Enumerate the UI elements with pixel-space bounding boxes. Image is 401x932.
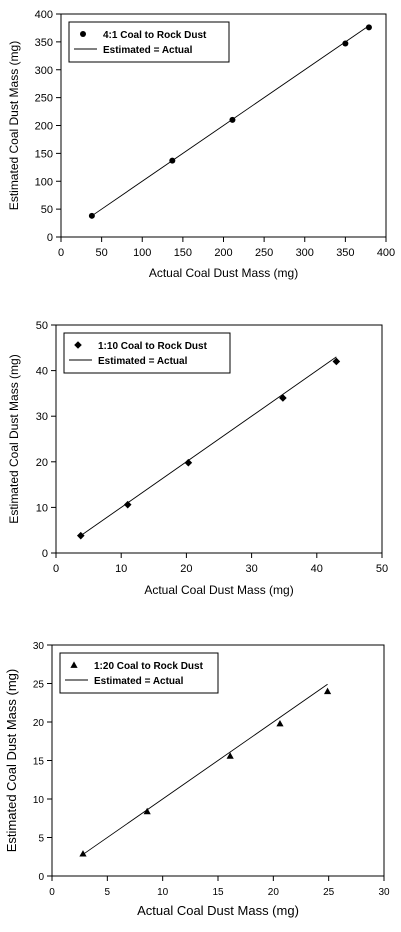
legend-box [63, 332, 231, 374]
x-tick-label: 150 [174, 247, 192, 259]
legend-marker-symbol [74, 341, 82, 349]
data-point [79, 850, 87, 857]
x-tick-label: 20 [180, 563, 192, 575]
y-tick-label: 0 [42, 548, 48, 560]
y-tick-label: 0 [38, 872, 44, 883]
data-point [123, 500, 132, 509]
y-tick-label: 30 [36, 411, 48, 423]
y-tick-label: 300 [35, 65, 53, 77]
y-tick-label: 40 [36, 366, 48, 378]
plot-area-frame [55, 324, 383, 554]
x-tick-label: 30 [245, 563, 257, 575]
legend-entry-label: 1:20 Coal to Rock Dust [94, 661, 204, 672]
x-tick-label: 20 [268, 887, 280, 898]
x-tick-label: 100 [133, 247, 151, 259]
y-tick-label: 20 [33, 718, 45, 729]
x-axis-label: Actual Coal Dust Mass (mg) [137, 903, 299, 918]
data-point [226, 752, 234, 759]
y-tick-label: 30 [33, 641, 45, 652]
x-tick-label: 40 [311, 563, 323, 575]
x-tick-label: 10 [115, 563, 127, 575]
chart-3: 0 5 10 15 20 25 30 0 5 10 15 20 25 30 Actual Coal Dust… [4, 641, 390, 918]
legend-entry-label: Estimated = Actual [103, 45, 193, 56]
x-tick-label: 15 [212, 887, 224, 898]
y-tick-label: 250 [35, 93, 53, 105]
data-point [323, 687, 332, 695]
y-tick-label: 15 [33, 757, 45, 768]
x-tick-label: 0 [58, 247, 64, 259]
data-point [332, 357, 341, 366]
chart-1: 0 50 100 150 200 250 300 350 400 0 50 100 150 200 250 3… [7, 9, 395, 280]
x-tick-label: 400 [377, 247, 395, 259]
y-axis-label: Estimated Coal Dust Mass (mg) [4, 669, 19, 853]
x-axis-label: Actual Coal Dust Mass (mg) [144, 583, 293, 597]
legend-entry-label: 1:10 Coal to Rock Dust [98, 341, 208, 352]
x-tick-label: 10 [157, 887, 169, 898]
y-tick-label: 150 [35, 148, 53, 160]
legend-entry-label: Estimated = Actual [98, 356, 188, 367]
x-tick-label: 30 [378, 887, 390, 898]
legend-box [68, 21, 230, 63]
chart-2: 0 10 20 30 40 50 0 10 20 30 40 50 Actual Coal Dust M… [7, 320, 388, 597]
x-tick-label: 25 [323, 887, 335, 898]
x-tick-label: 0 [53, 563, 59, 575]
y-tick-label: 25 [33, 680, 45, 691]
identity-line [91, 25, 370, 217]
legend-entry-label: Estimated = Actual [94, 676, 184, 687]
legend-entry-label: 4:1 Coal to Rock Dust [103, 30, 207, 41]
x-tick-label: 300 [296, 247, 314, 259]
data-point [342, 40, 349, 47]
data-point [279, 394, 287, 402]
x-tick-label: 0 [49, 887, 55, 898]
legend-marker-symbol [70, 661, 78, 668]
y-tick-label: 10 [36, 502, 48, 514]
data-point [365, 24, 372, 31]
data-point [276, 719, 284, 727]
y-tick-label: 400 [35, 9, 53, 21]
legend-box [59, 652, 219, 694]
x-tick-label: 50 [376, 563, 388, 575]
identity-line [82, 683, 328, 855]
y-tick-label: 50 [36, 320, 48, 332]
x-axis-label: Actual Coal Dust Mass (mg) [149, 266, 298, 280]
y-tick-label: 10 [33, 795, 45, 806]
y-tick-label: 350 [35, 37, 53, 49]
y-axis-label: Estimated Coal Dust Mass (mg) [7, 41, 21, 210]
data-point [184, 458, 193, 467]
y-tick-label: 100 [35, 176, 53, 188]
y-axis-label: Estimated Coal Dust Mass (mg) [7, 354, 21, 523]
y-tick-label: 200 [35, 121, 53, 133]
x-tick-label: 5 [105, 887, 111, 898]
x-tick-label: 200 [214, 247, 232, 259]
y-tick-label: 0 [47, 232, 53, 244]
legend-marker-symbol [80, 31, 86, 37]
x-tick-label: 50 [96, 247, 108, 259]
identity-line [80, 356, 337, 537]
y-tick-label: 50 [41, 204, 53, 216]
y-tick-label: 5 [38, 834, 44, 845]
data-point [143, 807, 151, 815]
x-tick-label: 250 [255, 247, 273, 259]
x-tick-label: 350 [336, 247, 354, 259]
y-tick-label: 20 [36, 457, 48, 469]
